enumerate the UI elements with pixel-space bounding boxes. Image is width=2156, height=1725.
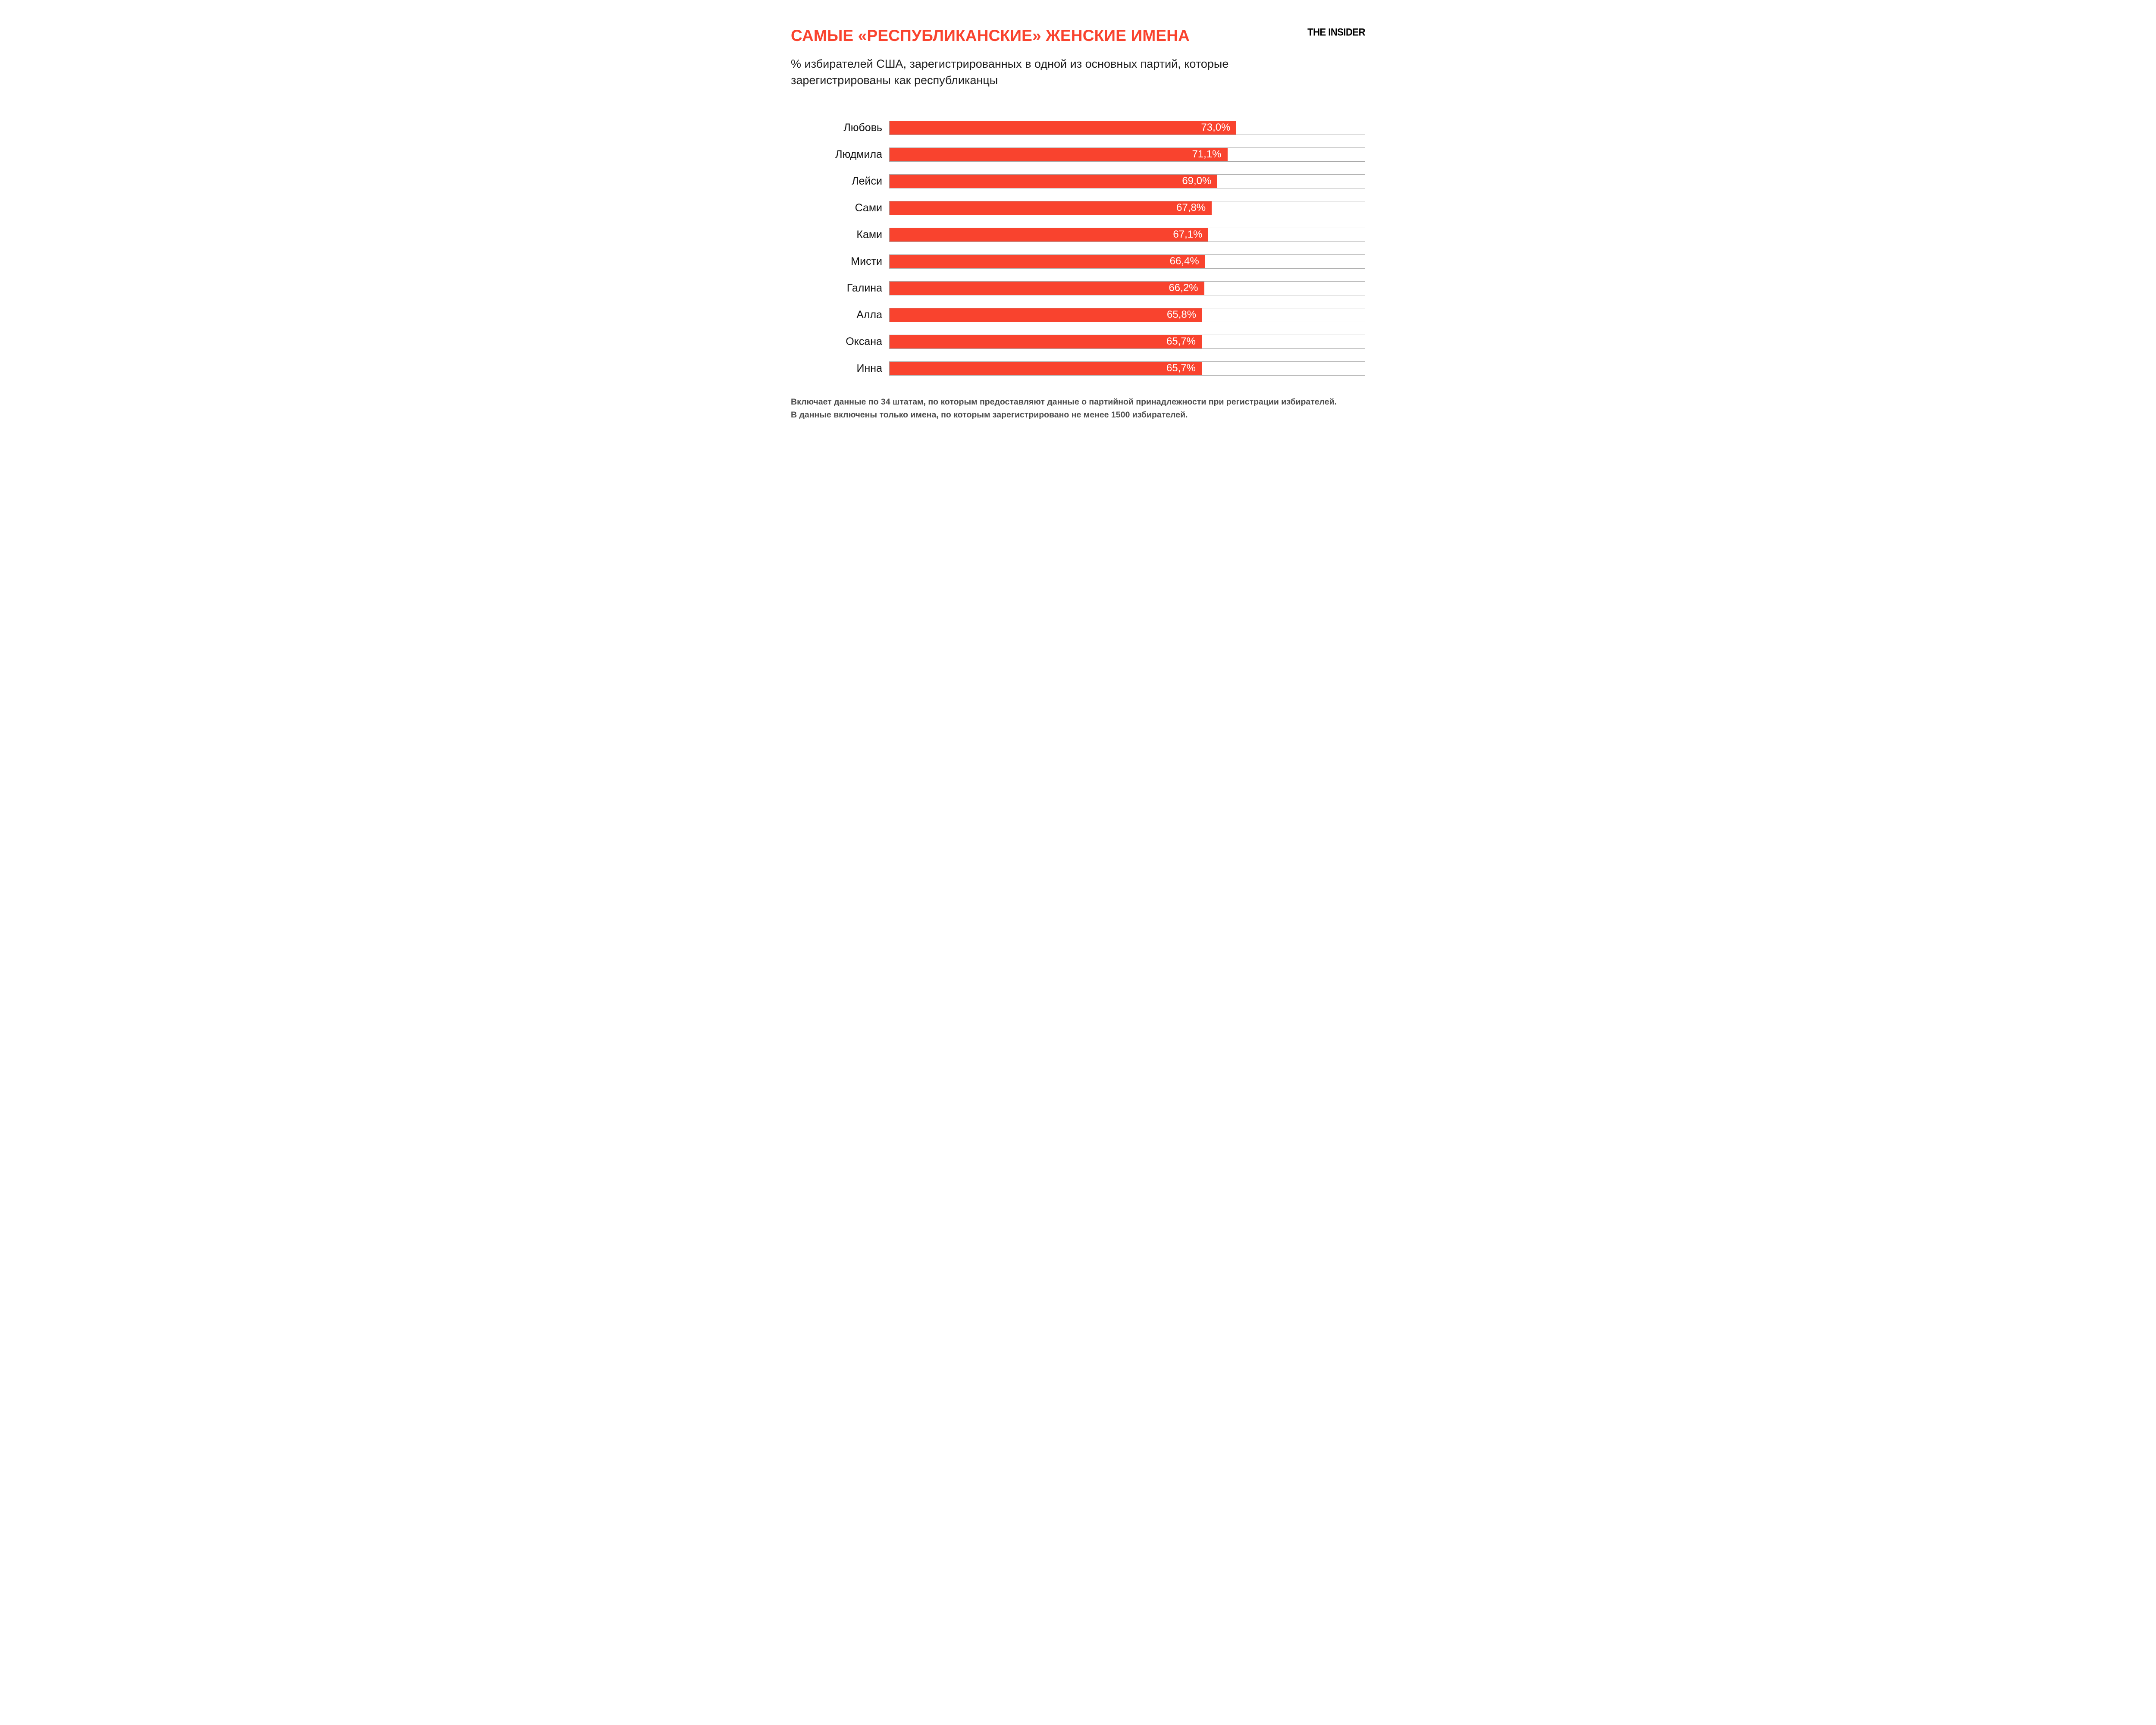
footnote-line-2: В данные включены только имена, по котор… [791,410,1188,420]
bar-row: Сами 67,8% [791,201,1365,215]
bar-row: Ками 67,1% [791,227,1365,242]
value-label: 65,8% [1167,309,1197,321]
bar-track: 71,1% [889,147,1365,162]
bar-row: Людмила 71,1% [791,147,1365,162]
bar-fill: 73,0% [890,121,1237,135]
chart-subtitle: % избирателей США, зарегистрированных в … [791,57,1229,87]
infographic-page: THE INSIDER САМЫЕ «РЕСПУБЛИКАНСКИЕ» ЖЕНС… [755,0,1401,431]
value-label: 71,1% [1192,148,1222,160]
value-label: 65,7% [1166,362,1196,374]
category-label: Лейси [852,175,882,187]
chart-title: САМЫЕ «РЕСПУБЛИКАНСКИЕ» ЖЕНСКИЕ ИМЕНА [791,27,1190,44]
bar-fill: 65,8% [890,308,1203,322]
bar-track: 69,0% [889,174,1365,188]
bar-row: Любовь 73,0% [791,120,1365,135]
bar-fill: 67,1% [890,228,1209,242]
bar-track: 66,2% [889,281,1365,295]
bar-row: Галина 66,2% [791,281,1365,295]
bar-fill: 66,4% [890,254,1205,268]
bar-track: 67,1% [889,227,1365,242]
bar-row: Инна 65,7% [791,361,1365,376]
footnote-line-1: Включает данные по 34 штатам, по которым… [791,397,1337,407]
value-label: 66,2% [1169,282,1198,294]
category-label: Людмила [835,148,882,160]
bar-track: 65,7% [889,361,1365,376]
category-label: Сами [855,201,882,214]
bar-fill: 69,0% [890,174,1218,188]
bar-row: Оксана 65,7% [791,334,1365,349]
bar-fill: 66,2% [890,281,1204,295]
bar-track: 73,0% [889,120,1365,135]
value-label: 69,0% [1182,175,1212,187]
value-label: 67,8% [1176,202,1206,214]
the-insider-logo: THE INSIDER [1307,26,1365,38]
bar-track: 65,8% [889,307,1365,322]
bar-row: Мисти 66,4% [791,254,1365,269]
bar-fill: 65,7% [890,335,1202,348]
category-label: Ками [856,228,882,241]
bar-fill: 65,7% [890,361,1202,375]
bar-row: Алла 65,8% [791,307,1365,322]
bar-chart: Любовь 73,0% Людмила 71,1% Лейси 69,0% [791,120,1365,376]
category-label: Алла [856,308,882,321]
category-label: Инна [856,362,883,374]
bar-fill: 67,8% [890,201,1212,215]
value-label: 65,7% [1166,336,1196,348]
bar-track: 65,7% [889,334,1365,349]
category-label: Мисти [851,255,882,267]
bar-fill: 71,1% [890,147,1228,161]
bar-track: 66,4% [889,254,1365,269]
bar-track: 67,8% [889,201,1365,215]
value-label: 66,4% [1169,255,1199,267]
footnote: Включает данные по 34 штатам, по которым… [791,395,1365,421]
category-label: Галина [846,282,882,294]
value-label: 67,1% [1173,229,1203,241]
value-label: 73,0% [1201,122,1231,134]
bar-row: Лейси 69,0% [791,174,1365,188]
category-label: Оксана [846,335,882,348]
category-label: Любовь [843,121,882,134]
